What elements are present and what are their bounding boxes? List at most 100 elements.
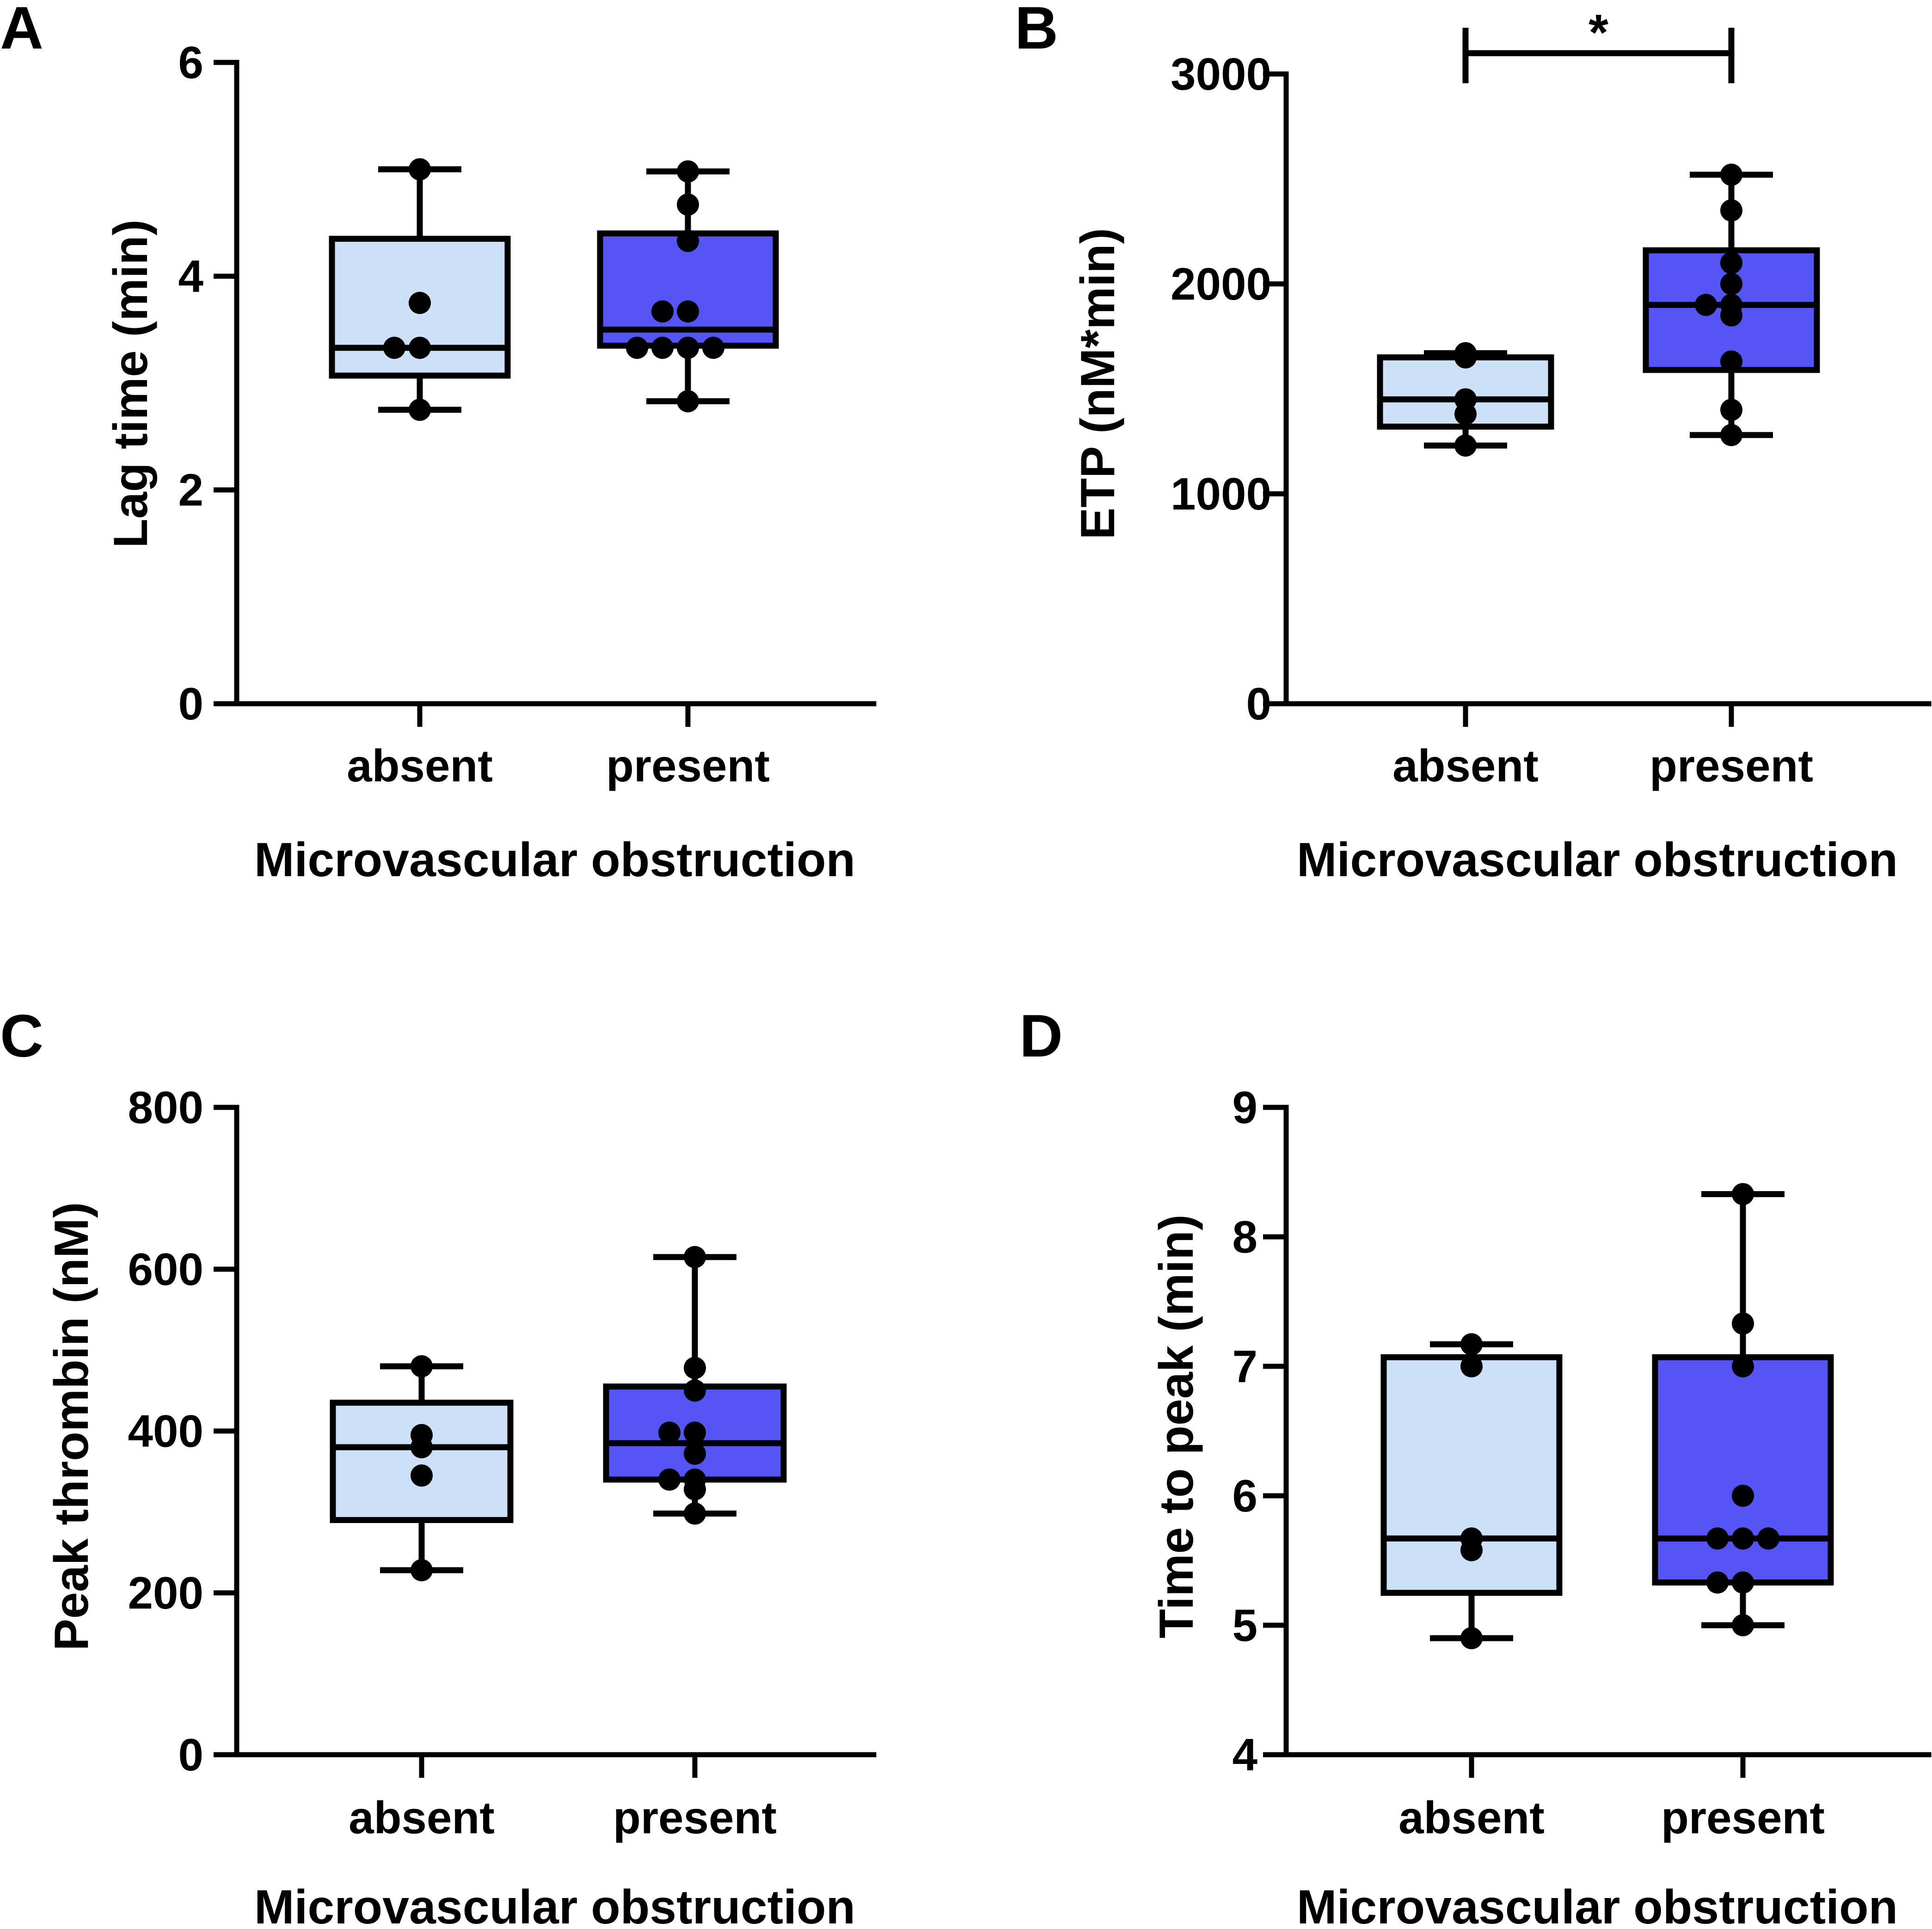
data-point bbox=[411, 1559, 433, 1581]
data-point bbox=[1720, 399, 1742, 421]
data-point bbox=[409, 337, 431, 359]
panel-b-plot: 0 1000 2000 3000 absent present * bbox=[1171, 4, 1932, 791]
panel-a-plot: 0 2 4 6 absent present bbox=[178, 37, 877, 791]
y-tick-label: 2000 bbox=[1171, 258, 1271, 309]
panel-letter-a: A bbox=[0, 0, 43, 61]
data-point bbox=[677, 230, 699, 252]
data-point bbox=[1720, 199, 1742, 222]
data-point bbox=[677, 300, 699, 323]
data-point bbox=[409, 292, 431, 314]
data-point bbox=[677, 193, 699, 216]
data-point bbox=[409, 158, 431, 181]
panel-c: C Peak thrombin (nM) Microvascular obstr… bbox=[0, 1002, 877, 1929]
panel-letter-c: C bbox=[0, 1002, 43, 1069]
data-point bbox=[1454, 403, 1477, 425]
data-point bbox=[658, 1468, 681, 1491]
data-point bbox=[411, 1436, 433, 1458]
y-tick-label: 400 bbox=[128, 1406, 203, 1456]
y-tick-label: 1000 bbox=[1171, 468, 1271, 519]
box-absent bbox=[330, 1400, 514, 1523]
panel-b-xlabel: Microvascular obstruction bbox=[1297, 833, 1898, 887]
panel-d-ylabel: Time to peak (min) bbox=[1150, 1215, 1203, 1639]
y-tick-label: 3000 bbox=[1171, 49, 1271, 99]
data-point bbox=[1460, 1627, 1483, 1649]
y-tick-label: 4 bbox=[1232, 1729, 1257, 1780]
panel-c-xlabel: Microvascular obstruction bbox=[254, 1880, 855, 1929]
data-point bbox=[1757, 1527, 1779, 1550]
data-point bbox=[1720, 424, 1742, 446]
data-point bbox=[684, 1379, 706, 1402]
y-tick-label: 0 bbox=[178, 678, 203, 729]
panel-a: A Lag time (min) Microvascular obstructi… bbox=[0, 0, 877, 887]
data-point bbox=[1720, 350, 1742, 373]
panel-a-xlabel: Microvascular obstruction bbox=[254, 833, 855, 887]
y-tick-label: 2 bbox=[178, 465, 203, 516]
data-point bbox=[1460, 1355, 1483, 1377]
data-point bbox=[1720, 273, 1742, 295]
y-tick-label: 9 bbox=[1232, 1082, 1257, 1133]
data-point bbox=[1460, 1539, 1483, 1561]
panel-b: B ETP (nM*min) Microvascular obstruction… bbox=[1015, 0, 1932, 887]
data-point bbox=[1732, 1312, 1754, 1335]
y-tick-label: 0 bbox=[178, 1729, 203, 1780]
data-point bbox=[677, 160, 699, 183]
x-tick-label: absent bbox=[1398, 1792, 1545, 1843]
data-point bbox=[1732, 1614, 1754, 1636]
data-point bbox=[651, 337, 674, 359]
data-point bbox=[1706, 1571, 1729, 1594]
data-point bbox=[702, 337, 724, 359]
data-point bbox=[651, 300, 674, 323]
data-point bbox=[1695, 294, 1717, 316]
data-point bbox=[409, 399, 431, 421]
y-tick-label: 4 bbox=[178, 251, 203, 301]
panel-a-ylabel: Lag time (min) bbox=[104, 220, 158, 548]
panel-letter-d: D bbox=[1019, 1002, 1063, 1069]
y-tick-label: 5 bbox=[1232, 1600, 1257, 1651]
panel-d-xlabel: Microvascular obstruction bbox=[1297, 1880, 1898, 1929]
data-point bbox=[1732, 1485, 1754, 1507]
data-point bbox=[1454, 346, 1477, 369]
data-point bbox=[1732, 1571, 1754, 1594]
y-tick-label: 8 bbox=[1232, 1211, 1257, 1262]
data-point bbox=[684, 1502, 706, 1525]
x-tick-label: absent bbox=[1392, 740, 1539, 791]
data-point bbox=[1720, 304, 1742, 327]
data-point bbox=[658, 1421, 681, 1444]
x-tick-label: present bbox=[606, 740, 770, 791]
significance-star: * bbox=[1589, 4, 1608, 61]
data-point bbox=[684, 1478, 706, 1500]
data-point bbox=[1720, 163, 1742, 186]
x-tick-label: present bbox=[1661, 1792, 1825, 1843]
data-point bbox=[1732, 1527, 1754, 1550]
data-point bbox=[411, 1464, 433, 1487]
data-point bbox=[1720, 252, 1742, 274]
panel-d-plot: 4 5 6 7 8 9 absent present bbox=[1232, 1082, 1932, 1843]
panel-b-ylabel: ETP (nM*min) bbox=[1071, 228, 1125, 540]
data-point bbox=[1732, 1183, 1754, 1205]
data-point bbox=[1732, 1355, 1754, 1377]
data-point bbox=[684, 1443, 706, 1465]
data-point bbox=[1706, 1527, 1729, 1550]
data-point bbox=[1454, 434, 1477, 457]
y-tick-label: 6 bbox=[178, 37, 203, 88]
y-tick-label: 0 bbox=[1246, 678, 1271, 729]
y-tick-label: 200 bbox=[128, 1567, 203, 1618]
panel-c-ylabel: Peak thrombin (nM) bbox=[45, 1202, 98, 1651]
data-point bbox=[677, 337, 699, 359]
x-tick-label: absent bbox=[347, 740, 493, 791]
x-tick-label: absent bbox=[349, 1792, 495, 1843]
y-tick-label: 600 bbox=[128, 1244, 203, 1295]
x-tick-label: present bbox=[1650, 740, 1813, 791]
y-tick-label: 6 bbox=[1232, 1470, 1257, 1521]
panel-letter-b: B bbox=[1015, 0, 1058, 61]
data-point bbox=[383, 337, 405, 359]
panel-c-plot: 0 200 400 600 800 absent present bbox=[128, 1082, 877, 1843]
data-point bbox=[411, 1355, 433, 1377]
data-point bbox=[677, 390, 699, 412]
x-tick-label: present bbox=[613, 1792, 777, 1843]
y-tick-label: 7 bbox=[1232, 1341, 1257, 1392]
panel-d: D Time to peak (min) Microvascular obstr… bbox=[1019, 1002, 1932, 1929]
data-point bbox=[684, 1421, 706, 1444]
data-point bbox=[1460, 1333, 1483, 1356]
